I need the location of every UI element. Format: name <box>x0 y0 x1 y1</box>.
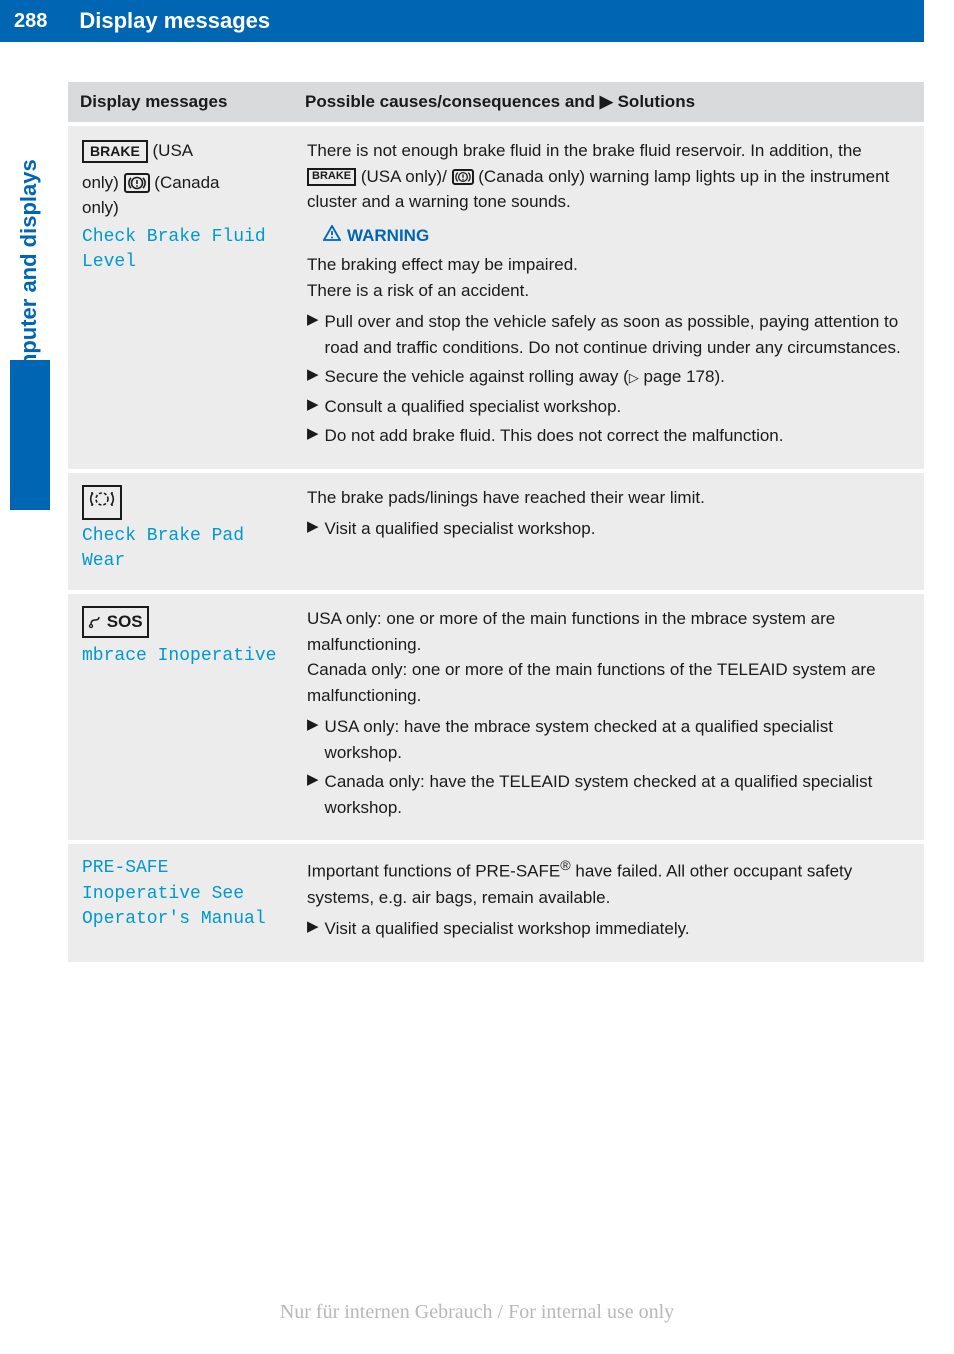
solution-list: ▶Pull over and stop the vehicle safely a… <box>307 309 910 449</box>
text: USA only: have the mbrace system checked… <box>325 714 910 765</box>
solution-cell: There is not enough brake fluid in the b… <box>293 124 924 471</box>
page-number: 288 <box>0 0 61 42</box>
page-header: 288 Display messages <box>0 0 954 42</box>
list-item: ▶USA only: have the mbrace system checke… <box>307 714 910 765</box>
text: only) <box>82 195 279 221</box>
solution-list: ▶USA only: have the mbrace system checke… <box>307 714 910 820</box>
main-content: Display messages Possible causes/consequ… <box>68 82 924 962</box>
page-title: Display messages <box>61 0 924 42</box>
text: Do not add brake fluid. This does not co… <box>325 423 910 449</box>
table-row: PRE-SAFE Inoperative See Operator's Manu… <box>68 842 924 961</box>
list-item: ▶Visit a qualified specialist workshop i… <box>307 916 910 942</box>
messages-table: Display messages Possible causes/consequ… <box>68 82 924 962</box>
bullet-marker-icon: ▶ <box>307 714 319 765</box>
table-row: SOS mbrace Inoperative USA only: one or … <box>68 592 924 842</box>
table-header-row: Display messages Possible causes/consequ… <box>68 82 924 124</box>
text: Visit a qualified specialist workshop. <box>325 516 910 542</box>
text: Consult a qualified specialist workshop. <box>325 394 910 420</box>
warning-triangle-icon <box>323 223 341 249</box>
bullet-marker-icon: ▶ <box>307 769 319 820</box>
text: Secure the vehicle against rolling away … <box>325 364 910 390</box>
solution-cell: The brake pads/linings have reached thei… <box>293 471 924 593</box>
bullet-marker-icon: ▶ <box>307 516 319 542</box>
paragraph: USA only: one or more of the main functi… <box>307 606 910 657</box>
display-code: Check Brake Pad Wear <box>82 524 279 574</box>
paragraph: The brake pads/linings have reached thei… <box>307 485 910 511</box>
solution-cell: USA only: one or more of the main functi… <box>293 592 924 842</box>
brake-pad-icon <box>82 485 122 521</box>
footer-watermark: Nur für internen Gebrauch / For internal… <box>0 1301 954 1324</box>
bullet-marker-icon: ▶ <box>307 309 319 360</box>
display-cell: Check Brake Pad Wear <box>68 471 293 593</box>
solution-list: ▶Visit a qualified specialist workshop. <box>307 516 910 542</box>
list-item: ▶Secure the vehicle against rolling away… <box>307 364 910 390</box>
text: Pull over and stop the vehicle safely as… <box>325 309 910 360</box>
col-header-solutions: Possible causes/consequences and ▶ Solut… <box>293 82 924 124</box>
text: Canada only: have the TELEAID system che… <box>325 769 910 820</box>
list-item: ▶Pull over and stop the vehicle safely a… <box>307 309 910 360</box>
list-item: ▶Do not add brake fluid. This does not c… <box>307 423 910 449</box>
brake-icon-line2: only) (Canada <box>82 170 279 196</box>
warning-text: The braking effect may be impaired. <box>307 252 910 278</box>
canada-brake-icon <box>124 173 150 193</box>
col-header-display: Display messages <box>68 82 293 124</box>
registered-mark: ® <box>560 858 570 874</box>
sos-icon: SOS <box>82 606 149 638</box>
list-item: ▶Consult a qualified specialist workshop… <box>307 394 910 420</box>
display-code: mbrace Inoperative <box>82 644 279 669</box>
table-row: Check Brake Pad Wear The brake pads/lini… <box>68 471 924 593</box>
bullet-marker-icon: ▶ <box>307 364 319 390</box>
display-code: PRE-SAFE Inoperative See Operator's Manu… <box>82 856 279 932</box>
warning-label: WARNING <box>347 226 429 245</box>
bullet-marker-icon: ▶ <box>307 394 319 420</box>
table-row: BRAKE (USA only) (Canada only) Check Bra… <box>68 124 924 471</box>
side-tab: On-board computer and displays <box>10 90 50 510</box>
text: (Canada <box>150 173 220 192</box>
display-cell: PRE-SAFE Inoperative See Operator's Manu… <box>68 842 293 961</box>
paragraph: There is not enough brake fluid in the b… <box>307 138 910 215</box>
paragraph: Canada only: one or more of the main fun… <box>307 657 910 708</box>
text: (USA only)/ <box>356 167 451 186</box>
canada-brake-icon-inline <box>452 169 474 185</box>
text: only) <box>82 173 124 192</box>
list-item: ▶Canada only: have the TELEAID system ch… <box>307 769 910 820</box>
side-tab-label: On-board computer and displays <box>16 88 42 508</box>
text: Visit a qualified specialist workshop im… <box>325 916 910 942</box>
brake-icon-line: BRAKE (USA <box>82 138 279 164</box>
warning-heading: WARNING <box>323 223 910 249</box>
bullet-marker-icon: ▶ <box>307 916 319 942</box>
paragraph: Important functions of PRE-SAFE® have fa… <box>307 856 910 910</box>
text: There is not enough brake fluid in the b… <box>307 141 862 160</box>
solution-cell: Important functions of PRE-SAFE® have fa… <box>293 842 924 961</box>
brake-icon: BRAKE <box>82 140 148 163</box>
brake-icon-inline: BRAKE <box>307 168 356 185</box>
display-cell: BRAKE (USA only) (Canada only) Check Bra… <box>68 124 293 471</box>
display-cell: SOS mbrace Inoperative <box>68 592 293 842</box>
display-code: Check Brake Fluid Level <box>82 225 279 275</box>
text: (USA <box>148 141 193 160</box>
bullet-marker-icon: ▶ <box>307 423 319 449</box>
solution-list: ▶Visit a qualified specialist workshop i… <box>307 916 910 942</box>
ref-icon: ▷ <box>629 370 639 385</box>
sos-label: SOS <box>107 612 143 631</box>
list-item: ▶Visit a qualified specialist workshop. <box>307 516 910 542</box>
warning-text: There is a risk of an accident. <box>307 278 910 304</box>
